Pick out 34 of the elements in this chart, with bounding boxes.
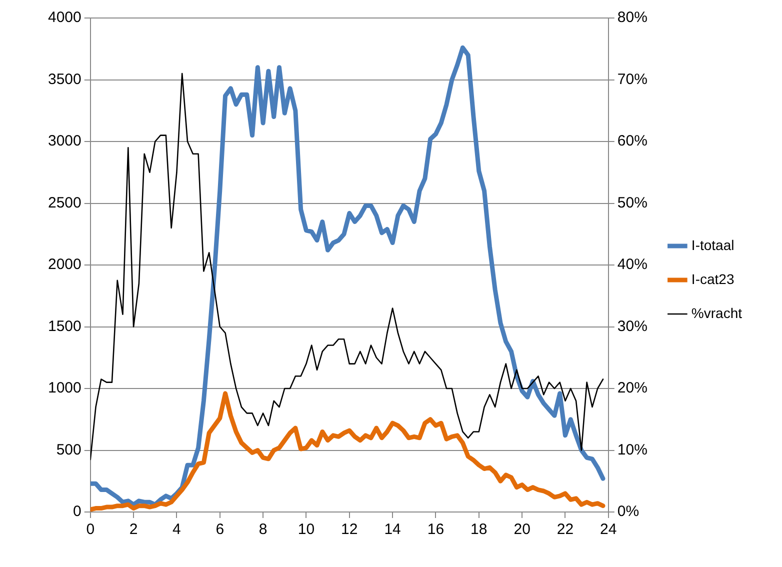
y-tick-label: 3500 <box>48 70 82 88</box>
y2-tick-label: 0% <box>617 503 640 520</box>
y2-tick-label: 10% <box>617 441 648 458</box>
y2-tick-label: 70% <box>617 70 648 88</box>
y-tick-label: 2500 <box>48 194 82 212</box>
y-tick-label: 4000 <box>48 9 82 26</box>
x-tick-label: 6 <box>216 521 224 538</box>
legend-label: %vracht <box>691 304 742 321</box>
x-tick-label: 12 <box>341 521 358 538</box>
x-tick-label: 8 <box>258 521 268 538</box>
x-tick-label: 22 <box>556 521 574 538</box>
x-tick-label: 20 <box>514 521 530 538</box>
x-tick-label: 14 <box>384 521 401 538</box>
y2-tick-label: 20% <box>617 380 648 397</box>
x-tick-label: 16 <box>427 521 444 538</box>
x-tick-label: 0 <box>86 521 95 538</box>
y-tick-label: 1000 <box>48 380 82 397</box>
x-tick-label: 2 <box>129 521 138 538</box>
x-tick-label: 18 <box>470 521 488 538</box>
x-tick-label: 24 <box>600 521 617 538</box>
y-tick-label: 1500 <box>48 318 82 335</box>
y2-tick-label: 60% <box>617 132 648 150</box>
y2-tick-label: 30% <box>617 318 648 335</box>
y2-tick-label: 50% <box>617 194 648 212</box>
y2-tick-label: 80% <box>617 9 648 26</box>
y-tick-label: 500 <box>56 441 82 458</box>
x-tick-label: 4 <box>172 521 181 538</box>
y2-tick-label: 40% <box>617 256 648 274</box>
legend-label: I-totaal <box>691 236 734 253</box>
y-tick-label: 0 <box>73 503 82 520</box>
y-tick-label: 3000 <box>48 132 82 150</box>
y-tick-label: 2000 <box>48 256 82 274</box>
x-tick-label: 10 <box>298 521 315 538</box>
legend-label: I-cat23 <box>691 270 734 287</box>
